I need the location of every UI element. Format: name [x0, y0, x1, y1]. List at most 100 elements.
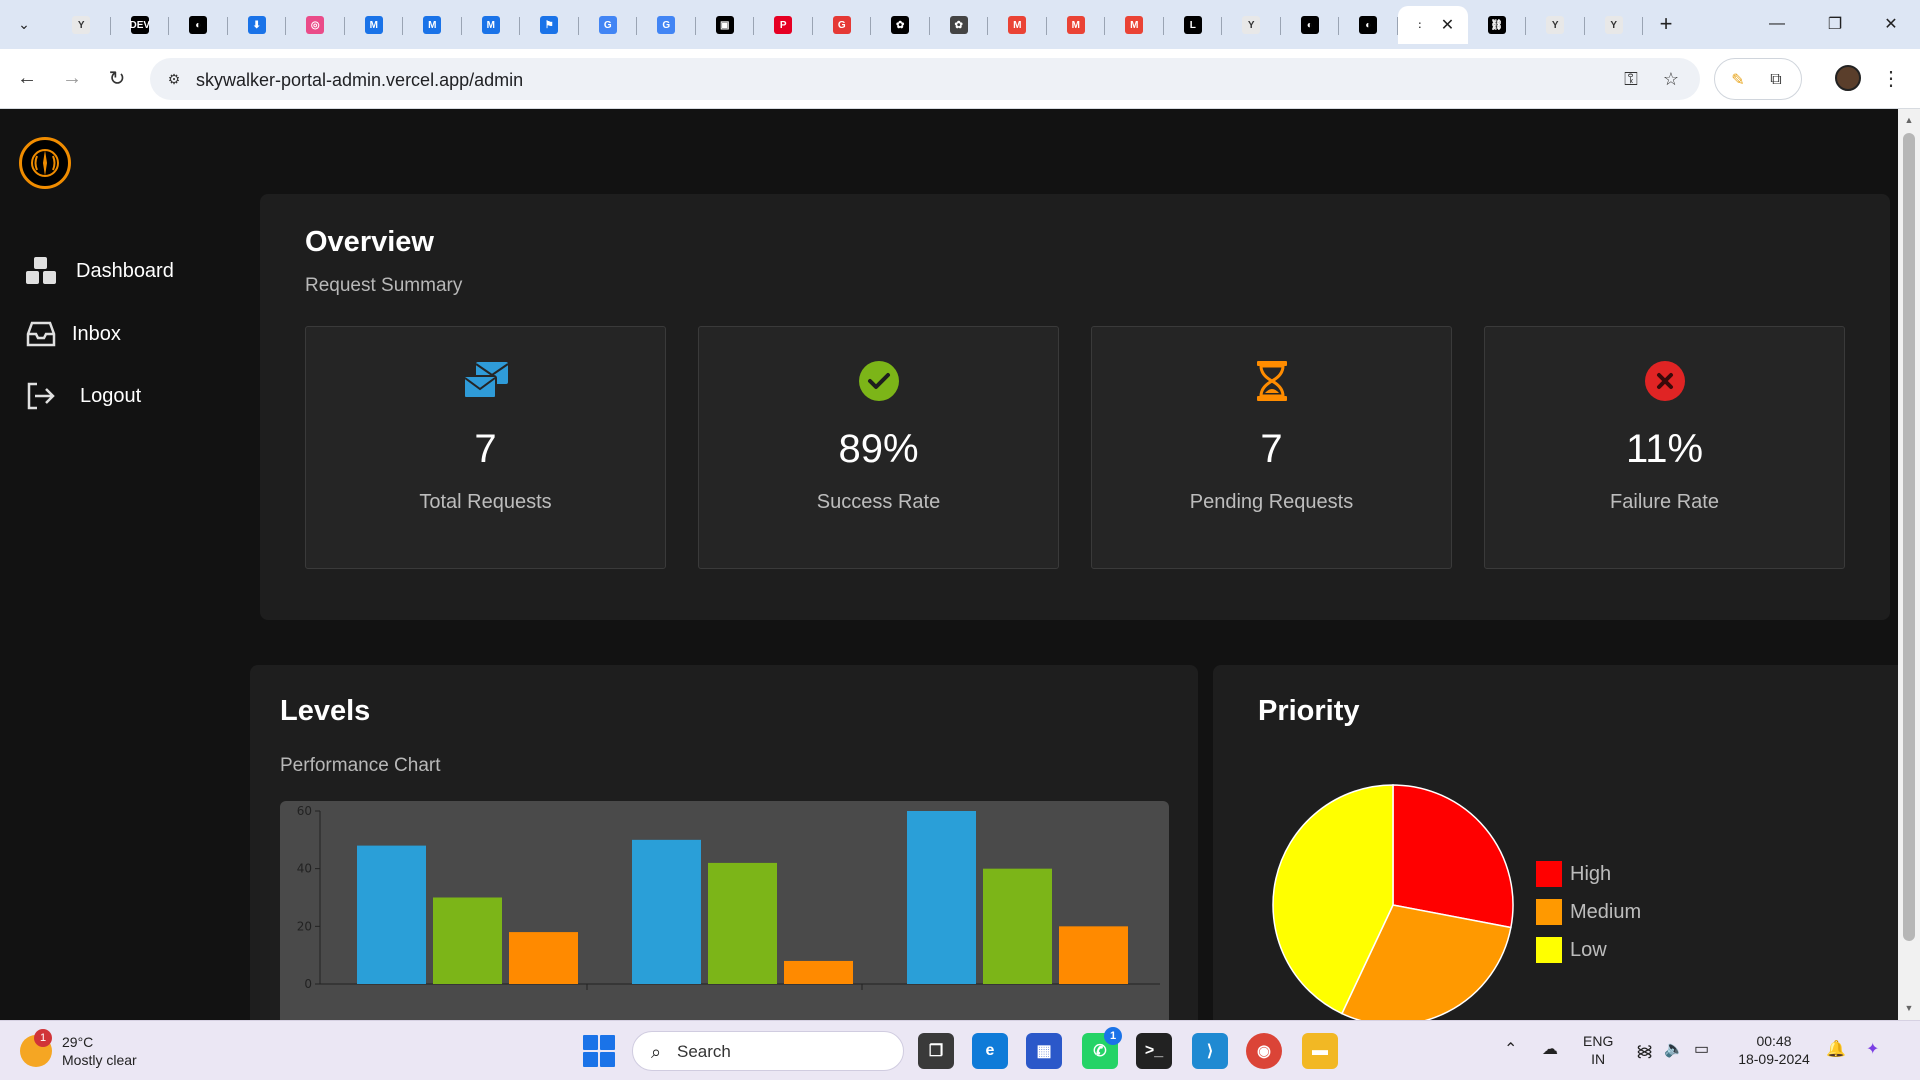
- browser-tab[interactable]: ⛓: [1468, 6, 1527, 44]
- legend-item: Low: [1536, 931, 1641, 969]
- notion-icon: ▣: [715, 16, 734, 34]
- edge-icon[interactable]: e: [972, 1033, 1008, 1069]
- browser-tab[interactable]: DEV: [111, 6, 170, 44]
- tray-overflow-icon[interactable]: ⌃: [1504, 1041, 1518, 1058]
- copilot-icon[interactable]: ✦: [1866, 1041, 1880, 1058]
- browser-menu-icon[interactable]: ⋮: [1881, 67, 1901, 90]
- sidebar-item-dashboard[interactable]: Dashboard: [24, 251, 174, 291]
- browser-tab[interactable]: L: [1164, 6, 1223, 44]
- browser-tab[interactable]: Y: [1526, 6, 1585, 44]
- back-button[interactable]: ←: [17, 66, 37, 89]
- browser-tab[interactable]: ✿: [930, 6, 989, 44]
- scroll-up-icon[interactable]: ▲: [1904, 115, 1914, 125]
- windows-start-icon[interactable]: [583, 1035, 615, 1067]
- browser-tab[interactable]: ▣: [696, 6, 755, 44]
- browser-tab[interactable]: G: [579, 6, 638, 44]
- browser-tab[interactable]: Y: [1222, 6, 1281, 44]
- browser-tab[interactable]: ◐: [169, 6, 228, 44]
- extensions-puzzle-icon[interactable]: ⧉: [1770, 71, 1782, 88]
- stat-value: 7: [1260, 427, 1283, 471]
- notification-bell-icon[interactable]: 🔔: [1826, 1041, 1846, 1058]
- task-view-icon[interactable]: ❐: [918, 1033, 954, 1069]
- terminal-icon[interactable]: >_: [1136, 1033, 1172, 1069]
- browser-toolbar: ← → ↻ ⚙ skywalker-portal-admin.vercel.ap…: [0, 49, 1920, 109]
- stat-label: Success Rate: [816, 491, 941, 513]
- browser-tab[interactable]: ◐: [1281, 6, 1340, 44]
- browser-tab[interactable]: Y: [52, 6, 111, 44]
- close-tab-icon[interactable]: ✕: [1440, 17, 1455, 34]
- address-bar[interactable]: ⚙ skywalker-portal-admin.vercel.app/admi…: [150, 58, 1700, 100]
- malt-icon: M: [364, 16, 383, 34]
- browser-tab[interactable]: Y: [1585, 6, 1644, 44]
- taskbar-search[interactable]: ⌕ Search: [632, 1031, 904, 1071]
- new-tab-button[interactable]: +: [1659, 11, 1673, 36]
- browser-tab[interactable]: ⬇: [228, 6, 287, 44]
- restore-button[interactable]: ❐: [1827, 16, 1843, 33]
- link-icon: ⛓: [1487, 16, 1506, 34]
- scroll-thumb[interactable]: [1903, 133, 1915, 941]
- browser-tab[interactable]: ◐: [1339, 6, 1398, 44]
- site-info-icon[interactable]: ⚙: [167, 70, 181, 87]
- bar: [983, 868, 1052, 984]
- chrome-icon[interactable]: ◉: [1246, 1033, 1282, 1069]
- browser-tab[interactable]: G: [813, 6, 872, 44]
- page-scrollbar[interactable]: ▲ ▼: [1898, 109, 1920, 1020]
- browser-tab[interactable]: M: [1105, 6, 1164, 44]
- stat-label: Failure Rate: [1610, 491, 1719, 513]
- vscode-icon[interactable]: ⟩: [1192, 1033, 1228, 1069]
- minimize-button[interactable]: —: [1769, 15, 1785, 32]
- browser-tab[interactable]: M: [345, 6, 404, 44]
- profile-avatar[interactable]: [1835, 65, 1861, 91]
- forward-button[interactable]: →: [62, 66, 82, 89]
- close-window-button[interactable]: ✕: [1884, 16, 1898, 33]
- overview-title: Overview: [305, 226, 434, 258]
- stat-value: 7: [474, 427, 497, 471]
- bookmark-star-icon[interactable]: ☆: [1662, 68, 1680, 89]
- volume-icon[interactable]: 🔈: [1664, 1041, 1684, 1058]
- browser-tab[interactable]: M: [988, 6, 1047, 44]
- stat-card-total-requests: 7 Total Requests: [305, 326, 666, 569]
- sidebar-item-label: Dashboard: [76, 259, 174, 282]
- browser-tab[interactable]: ⚑: [520, 6, 579, 44]
- battery-icon[interactable]: ▭: [1694, 1041, 1710, 1058]
- browser-tab[interactable]: ◎: [286, 6, 345, 44]
- browser-tab[interactable]: G: [637, 6, 696, 44]
- levels-title: Levels: [280, 695, 371, 727]
- onedrive-icon[interactable]: ☁: [1542, 1041, 1558, 1058]
- browser-tab[interactable]: ✿: [871, 6, 930, 44]
- legend-swatch: [1536, 937, 1562, 963]
- wifi-icon[interactable]: ᯼: [1636, 1043, 1654, 1060]
- browser-tab[interactable]: M: [403, 6, 462, 44]
- jedi-order-logo[interactable]: [19, 137, 71, 189]
- dashboard-icon: [24, 254, 58, 288]
- performance-chart: 0 20 40 60: [280, 801, 1169, 1020]
- sidebar-item-inbox[interactable]: Inbox: [24, 314, 121, 354]
- language-indicator[interactable]: ENG IN: [1583, 1032, 1613, 1068]
- y-tick-label: 0: [304, 977, 312, 991]
- y-combinator-icon: Y: [1546, 16, 1565, 34]
- password-key-icon[interactable]: ⚿: [1624, 68, 1638, 89]
- bar: [357, 845, 426, 984]
- whatsapp-icon[interactable]: ✆ 1: [1082, 1027, 1122, 1069]
- admin-app: Dashboard Inbox Logout Overview Request …: [0, 109, 1920, 1020]
- weather-badge: 1: [34, 1029, 52, 1047]
- scroll-down-icon[interactable]: ▼: [1904, 1003, 1914, 1013]
- bar: [708, 862, 777, 984]
- browser-tab[interactable]: P: [754, 6, 813, 44]
- url-text[interactable]: skywalker-portal-admin.vercel.app/admin: [196, 70, 524, 90]
- pen-extension-icon[interactable]: ✎: [1731, 72, 1745, 89]
- tab-list: Y DEV ◐ ⬇ ◎ M M M ⚑ G G ▣ P G ✿ ✿ M M M L Y ◐ ◐: ✕ ⛓ Y Y: [52, 6, 1643, 46]
- browser-tab[interactable]: M: [1047, 6, 1106, 44]
- tab-search-dropdown-icon[interactable]: ⌄: [18, 15, 30, 32]
- reload-button[interactable]: ↻: [108, 67, 126, 90]
- extensions-group: ✎ ⧉: [1714, 58, 1802, 100]
- browser-tab[interactable]: M: [462, 6, 521, 44]
- clock[interactable]: 00:48 18-09-2024: [1734, 1032, 1814, 1068]
- file-explorer-icon[interactable]: ▬: [1302, 1033, 1338, 1069]
- sidebar-item-logout[interactable]: Logout: [24, 376, 141, 416]
- browser-tab[interactable]: : ✕: [1397, 6, 1468, 44]
- google-icon: G: [598, 16, 617, 34]
- store-icon[interactable]: ▦: [1026, 1033, 1062, 1069]
- weather-widget[interactable]: 1 29°C Mostly clear: [20, 1029, 137, 1071]
- performance-bar-chart: 0 20 40 60: [297, 804, 1160, 991]
